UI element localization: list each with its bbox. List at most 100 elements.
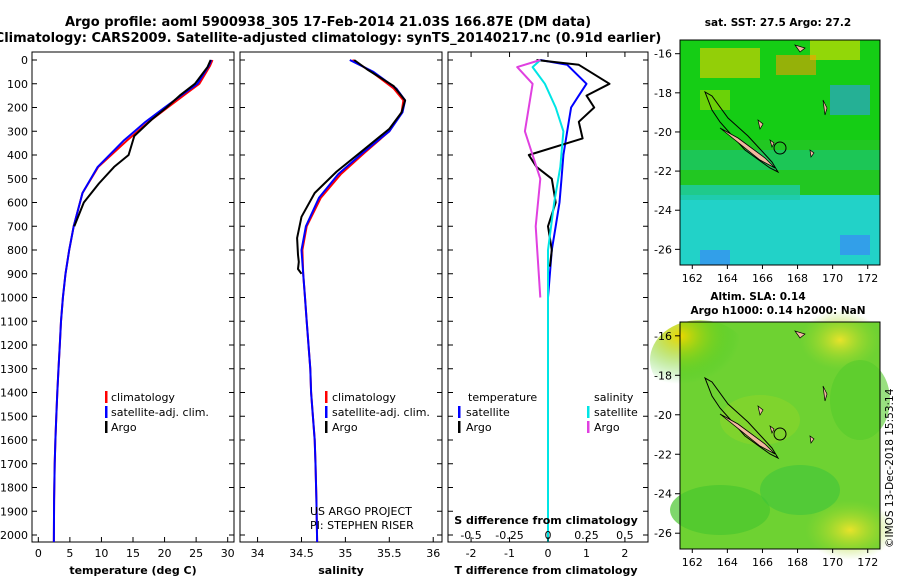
m1-ytick-label: -26	[654, 243, 672, 256]
s-tick-label: 0.5	[616, 529, 634, 542]
m2-xtick-label: 162	[682, 556, 703, 569]
depth-tick-label: 2000	[0, 529, 28, 542]
p2-xtick-label: 36	[426, 547, 440, 560]
m2-ytick-label: -18	[654, 369, 672, 382]
temperature-legend: climatology satellite-adj. clim. Argo	[105, 391, 209, 434]
m1-xtick-label: 172	[857, 272, 878, 285]
p2-xtick-label: 34	[251, 547, 265, 560]
depth-tick-label: 1700	[0, 458, 28, 471]
m1-xtick-label: 164	[717, 272, 738, 285]
legend-temperature-head: temperature	[468, 391, 537, 404]
temperature-xlabel: temperature (deg C)	[69, 564, 196, 577]
salinity-panel: 34 34.5 35 35.5 36 salinity climatology sate…	[239, 51, 443, 577]
series-salinity-argo-line	[516, 59, 542, 298]
p1-xtick-label: 10	[94, 547, 108, 560]
depth-tick-label: 500	[7, 173, 28, 186]
depth-tick-label: 1200	[0, 339, 28, 352]
depth-tick-label: 1000	[0, 292, 28, 305]
p1-xtick-label: 30	[221, 547, 235, 560]
salinity-legend-climatology: climatology	[332, 391, 396, 404]
m2-xtick-label: 166	[752, 556, 773, 569]
p1-xtick-label: 0	[35, 547, 42, 560]
s-tick-label: -0.25	[495, 529, 523, 542]
m1-ytick-label: -24	[654, 204, 672, 217]
p1-xtick-label: 25	[189, 547, 203, 560]
depth-tick-label: 300	[7, 125, 28, 138]
temperature-legend-climatology: climatology	[111, 391, 175, 404]
legend-s-argo: Argo	[594, 421, 620, 434]
m2-xtick-label: 164	[717, 556, 738, 569]
legend-s-satellite: satellite	[594, 406, 638, 419]
p3-xtick-label: 2	[621, 547, 628, 560]
salinity-legend: climatology satellite-adj. clim. Argo	[325, 391, 430, 434]
series-argo-line	[73, 59, 212, 227]
p2-xtick-label: 34.5	[289, 547, 314, 560]
p3-xtick-label: -2	[466, 547, 477, 560]
p1-xtick-label: 15	[126, 547, 140, 560]
legend-t-argo: Argo	[466, 421, 492, 434]
depth-tick-label: 700	[7, 220, 28, 233]
m1-ytick-label: -22	[654, 165, 672, 178]
figure-title-line2: Climatology: CARS2009. Satellite-adjuste…	[0, 31, 661, 46]
m1-ytick-label: -20	[654, 126, 672, 139]
depth-tick-label: 1400	[0, 387, 28, 400]
legend-t-satellite: satellite	[466, 406, 510, 419]
s-tick-label: 0.25	[574, 529, 599, 542]
depth-tick-label: 1100	[0, 315, 28, 328]
m2-ytick-label: -24	[654, 488, 672, 501]
m1-xtick-label: 162	[682, 272, 703, 285]
s-tick-label: -0.5	[460, 529, 481, 542]
credit-project: US ARGO PROJECT	[310, 505, 412, 518]
m1-ytick-label: -18	[654, 87, 672, 100]
p2-xtick-label: 35.5	[377, 547, 402, 560]
temperature-panel: 0100200300400500600700800900100011001200…	[0, 51, 235, 577]
depth-tick-label: 900	[7, 268, 28, 281]
difference-legend: temperature satellite Argo salinity sate…	[458, 391, 638, 434]
credit-pi: PI: STEPHEN RISER	[310, 519, 414, 532]
depth-tick-label: 1600	[0, 434, 28, 447]
m2-xtick-label: 170	[822, 556, 843, 569]
m1-xtick-label: 170	[822, 272, 843, 285]
salinity-xlabel: salinity	[318, 564, 364, 577]
m1-xtick-label: 166	[752, 272, 773, 285]
depth-tick-label: 1500	[0, 410, 28, 423]
depth-tick-label: 1800	[0, 482, 28, 495]
s-difference-label: S difference from climatology	[454, 514, 638, 527]
m1-xtick-label: 168	[787, 272, 808, 285]
depth-tick-label: 1900	[0, 505, 28, 518]
series-temperature-argo-line	[527, 59, 611, 267]
difference-xlabel: T difference from climatology	[454, 564, 637, 577]
depth-tick-label: 1300	[0, 363, 28, 376]
p2-xtick-label: 35	[338, 547, 352, 560]
p3-xtick-label: 1	[583, 547, 590, 560]
m1-ytick-label: -16	[654, 48, 672, 61]
p3-xtick-label: -1	[504, 547, 515, 560]
depth-tick-label: 600	[7, 197, 28, 210]
m2-xtick-label: 168	[787, 556, 808, 569]
sst-map-title: sat. SST: 27.5 Argo: 27.2	[705, 17, 851, 29]
depth-tick-label: 800	[7, 244, 28, 257]
depth-tick-label: 200	[7, 102, 28, 115]
difference-panel: -2 -1 0 1 2 -0.5 -0.25 0 0.25 0.5 T difference f…	[447, 51, 649, 577]
depth-tick-label: 100	[7, 78, 28, 91]
m2-ytick-label: -26	[654, 527, 672, 540]
sla-map-title1: Altim. SLA: 0.14	[710, 291, 805, 303]
p3-xtick-label: 0	[545, 547, 552, 560]
legend-salinity-head: salinity	[594, 391, 634, 404]
temperature-legend-satellite: satellite-adj. clim.	[111, 406, 209, 419]
series-salinity-satellite-line	[531, 59, 565, 542]
m2-ytick-label: -22	[654, 448, 672, 461]
p1-xtick-label: 20	[158, 547, 172, 560]
m2-xtick-label: 172	[857, 556, 878, 569]
s-tick-label: 0	[545, 529, 552, 542]
temperature-legend-argo: Argo	[111, 421, 137, 434]
figure-title-line1: Argo profile: aoml 5900938_305 17-Feb-20…	[65, 15, 591, 30]
m2-ytick-label: -20	[654, 409, 672, 422]
salinity-legend-satellite: satellite-adj. clim.	[332, 406, 430, 419]
m2-ytick-label: -16	[654, 330, 672, 343]
series-argo-line	[296, 59, 407, 275]
depth-tick-label: 0	[21, 54, 28, 67]
depth-tick-label: 400	[7, 149, 28, 162]
sla-map: Altim. SLA: 0.14 Argo h1000: 0.14 h2000:…	[650, 291, 895, 569]
